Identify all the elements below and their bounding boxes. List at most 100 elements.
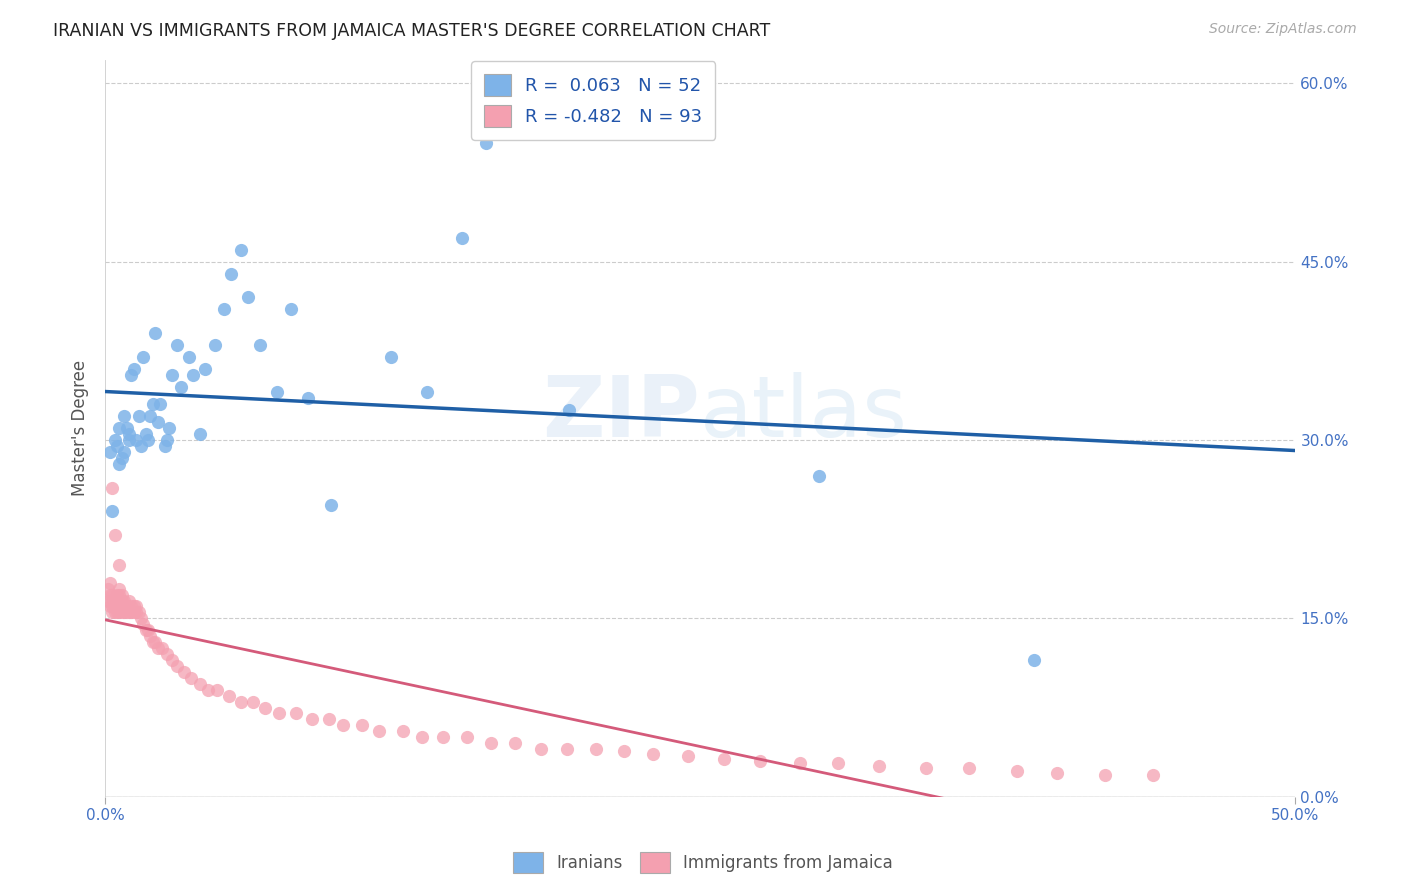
Point [118, 433, 141, 447]
Point [789, 756, 811, 771]
Point [108, 588, 131, 602]
Point [118, 593, 141, 607]
Point [190, 427, 212, 442]
Point [585, 742, 607, 756]
Point [118, 427, 141, 442]
Point [122, 606, 145, 620]
Point [112, 409, 135, 424]
Point [173, 665, 195, 679]
Point [170, 379, 193, 393]
Point [748, 754, 770, 768]
Point [280, 302, 302, 317]
Point [204, 338, 226, 352]
Point [112, 606, 135, 620]
Point [98, 575, 121, 590]
Point [1142, 768, 1164, 782]
Point [868, 758, 890, 772]
Point [391, 724, 413, 739]
Point [432, 730, 454, 744]
Point [105, 606, 128, 620]
Point [104, 433, 127, 447]
Point [111, 606, 134, 620]
Point [957, 761, 980, 775]
Point [128, 409, 150, 424]
Point [149, 397, 172, 411]
Point [190, 677, 212, 691]
Point [135, 624, 157, 638]
Point [105, 588, 128, 602]
Point [98, 599, 121, 614]
Point [112, 593, 135, 607]
Point [177, 350, 200, 364]
Point [136, 624, 159, 638]
Point [297, 392, 319, 406]
Point [160, 653, 183, 667]
Point [120, 368, 142, 382]
Point [380, 350, 402, 364]
Point [318, 713, 340, 727]
Point [146, 641, 169, 656]
Point [558, 403, 581, 417]
Point [132, 617, 155, 632]
Point [212, 302, 235, 317]
Point [253, 700, 276, 714]
Point [105, 593, 128, 607]
Point [415, 385, 437, 400]
Point [125, 599, 148, 614]
Point [156, 647, 179, 661]
Point [136, 433, 159, 447]
Point [160, 368, 183, 382]
Point [242, 695, 264, 709]
Point [143, 635, 166, 649]
Point [108, 582, 131, 596]
Point [150, 641, 173, 656]
Point [97, 593, 120, 607]
Point [641, 747, 664, 761]
Point [236, 290, 259, 304]
Point [284, 706, 307, 721]
Point [352, 718, 374, 732]
Point [678, 749, 700, 764]
Point [194, 361, 217, 376]
Point [108, 593, 131, 607]
Point [221, 267, 243, 281]
Point [101, 588, 124, 602]
Point [118, 606, 141, 620]
Point [125, 606, 148, 620]
Point [122, 361, 145, 376]
Point [451, 231, 474, 245]
Point [142, 635, 165, 649]
Text: atlas: atlas [700, 372, 908, 455]
Point [108, 558, 131, 572]
Point [456, 730, 478, 744]
Point [120, 606, 142, 620]
Point [197, 682, 219, 697]
Point [104, 528, 127, 542]
Point [101, 593, 124, 607]
Point [101, 599, 124, 614]
Point [142, 397, 165, 411]
Point [115, 606, 138, 620]
Point [229, 243, 252, 257]
Point [146, 415, 169, 429]
Point [267, 706, 290, 721]
Text: Source: ZipAtlas.com: Source: ZipAtlas.com [1209, 22, 1357, 37]
Point [153, 439, 176, 453]
Point [301, 713, 323, 727]
Text: IRANIAN VS IMMIGRANTS FROM JAMAICA MASTER'S DEGREE CORRELATION CHART: IRANIAN VS IMMIGRANTS FROM JAMAICA MASTE… [53, 22, 770, 40]
Point [101, 481, 124, 495]
Point [125, 433, 148, 447]
Point [139, 629, 162, 643]
Point [97, 582, 120, 596]
Point [129, 611, 152, 625]
Point [613, 744, 636, 758]
Point [111, 599, 134, 614]
Point [713, 751, 735, 765]
Point [205, 682, 228, 697]
Point [475, 136, 498, 150]
Point [135, 427, 157, 442]
Point [105, 439, 128, 453]
Point [101, 606, 124, 620]
Point [112, 445, 135, 459]
Point [1094, 768, 1116, 782]
